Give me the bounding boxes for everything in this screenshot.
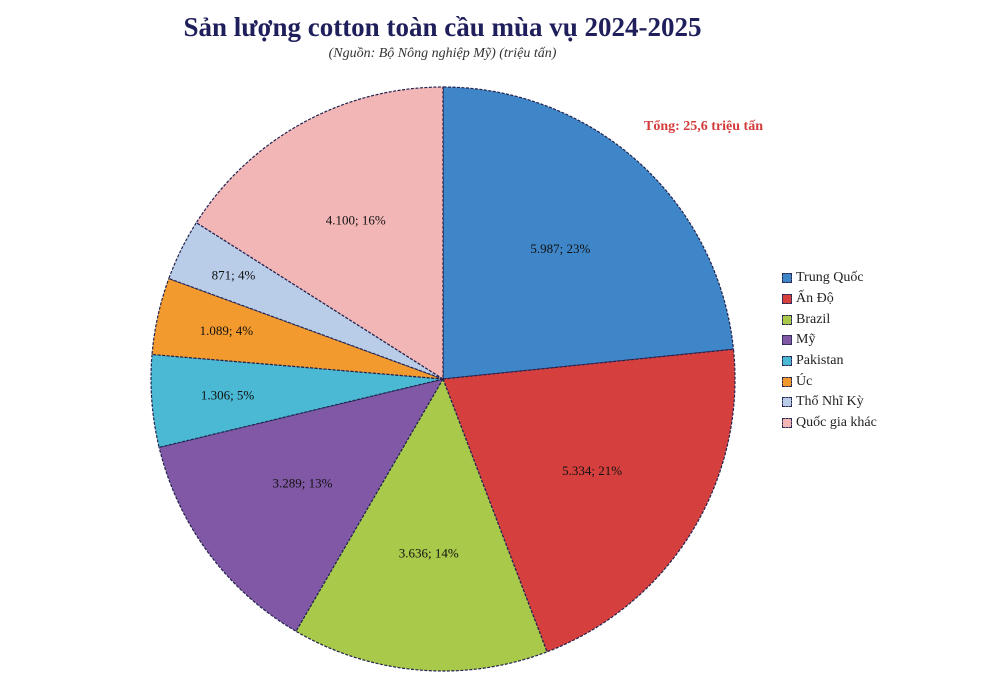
legend-swatch-icon <box>782 294 792 305</box>
legend-label: Trung Quốc <box>796 270 864 286</box>
legend-swatch-icon <box>782 314 792 325</box>
legend-label: Mỹ <box>796 332 816 348</box>
chart-subtitle: (Nguồn: Bộ Nông nghiệp Mỹ) (triệu tấn) <box>328 46 557 61</box>
pie-slice-8 <box>195 86 444 381</box>
legend-item: Úc <box>782 371 877 392</box>
pie-slice-5 <box>150 353 444 449</box>
legend: Trung Quốc Ấn Độ Brazil Mỹ Pakistan Úc Thổ Nhĩ… <box>782 268 877 434</box>
legend-item: Quốc gia khác <box>782 413 877 434</box>
total-annotation: Tổng: 25,6 triệu tấn <box>644 119 763 134</box>
pie-slice-3 <box>295 377 548 672</box>
legend-swatch-icon <box>782 273 792 284</box>
legend-label: Ấn Độ <box>796 291 834 307</box>
legend-label: Thổ Nhĩ Kỳ <box>796 394 864 410</box>
slice-data-label: 4.100; 16% <box>326 212 386 227</box>
pie-slice-6 <box>151 277 444 380</box>
legend-label: Brazil <box>796 311 831 327</box>
slice-data-label: 3.289; 13% <box>272 476 332 491</box>
slice-data-label: 3.636; 14% <box>399 546 459 561</box>
legend-swatch-icon <box>782 418 792 429</box>
slice-data-label: 871; 4% <box>212 268 256 283</box>
pie-slice-7 <box>168 221 444 380</box>
slice-data-label: 5.334; 21% <box>562 463 622 478</box>
legend-swatch-icon <box>782 397 792 408</box>
pie-slice-4 <box>158 378 445 633</box>
legend-swatch-icon <box>782 335 792 346</box>
pie-slice-2 <box>442 348 736 653</box>
legend-item: Brazil <box>782 309 877 330</box>
slice-data-label: 1.089; 4% <box>200 323 254 338</box>
legend-item: Trung Quốc <box>782 268 877 289</box>
legend-item: Thổ Nhĩ Kỳ <box>782 392 877 413</box>
legend-label: Úc <box>796 373 813 389</box>
legend-swatch-icon <box>782 376 792 387</box>
legend-label: Pakistan <box>796 353 844 369</box>
legend-item: Mỹ <box>782 330 877 351</box>
legend-item: Pakistan <box>782 351 877 372</box>
legend-swatch-icon <box>782 356 792 367</box>
chart-title: Sản lượng cotton toàn cầu mùa vụ 2024-20… <box>183 12 702 42</box>
legend-label: Quốc gia khác <box>796 415 877 431</box>
legend-item: Ấn Độ <box>782 289 877 310</box>
slice-data-label: 5.987; 23% <box>530 241 590 256</box>
pie-slice-1 <box>442 86 735 380</box>
slice-data-label: 1.306; 5% <box>201 387 255 402</box>
